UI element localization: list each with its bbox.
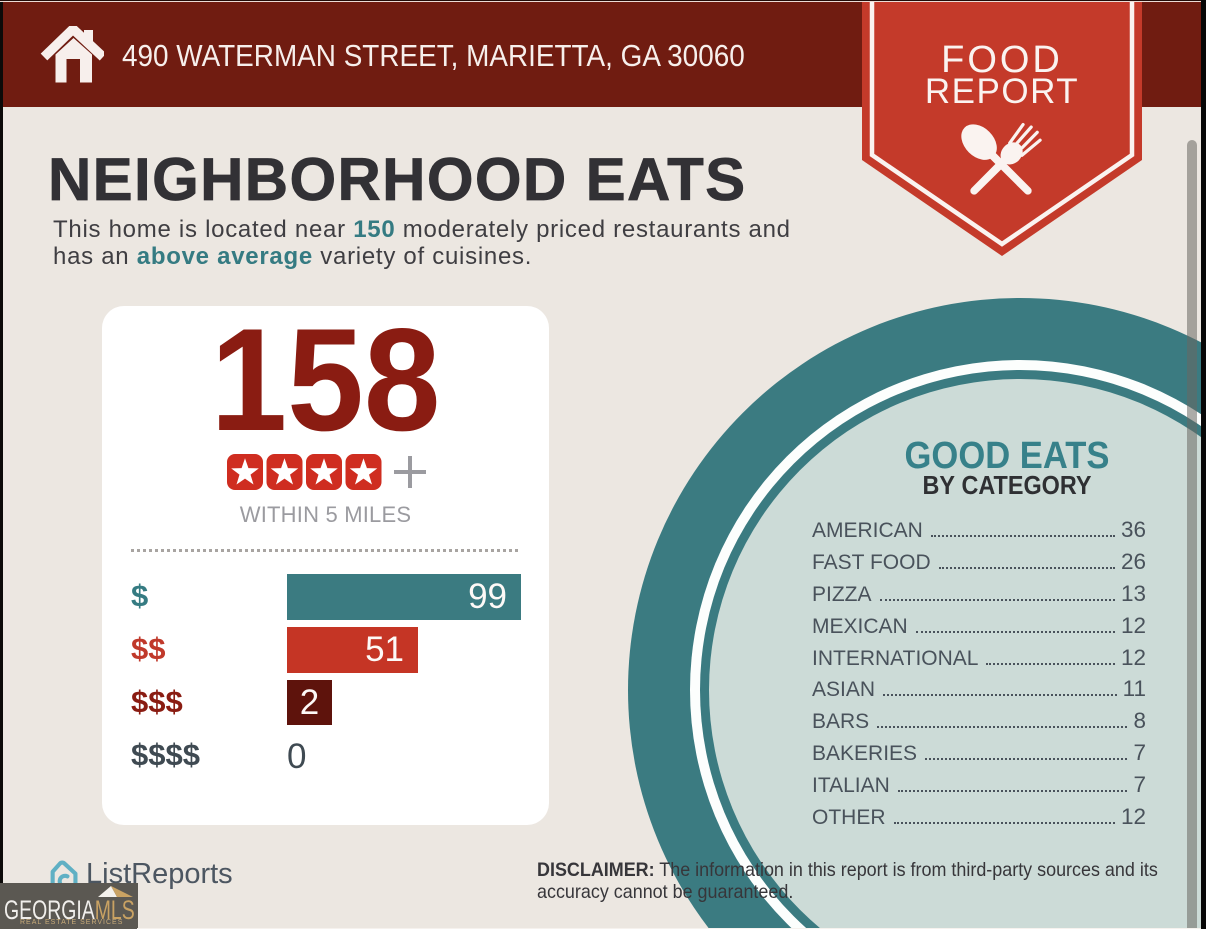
svg-text:FOOD: FOOD xyxy=(941,39,1063,81)
svg-text:REPORT: REPORT xyxy=(925,72,1079,111)
